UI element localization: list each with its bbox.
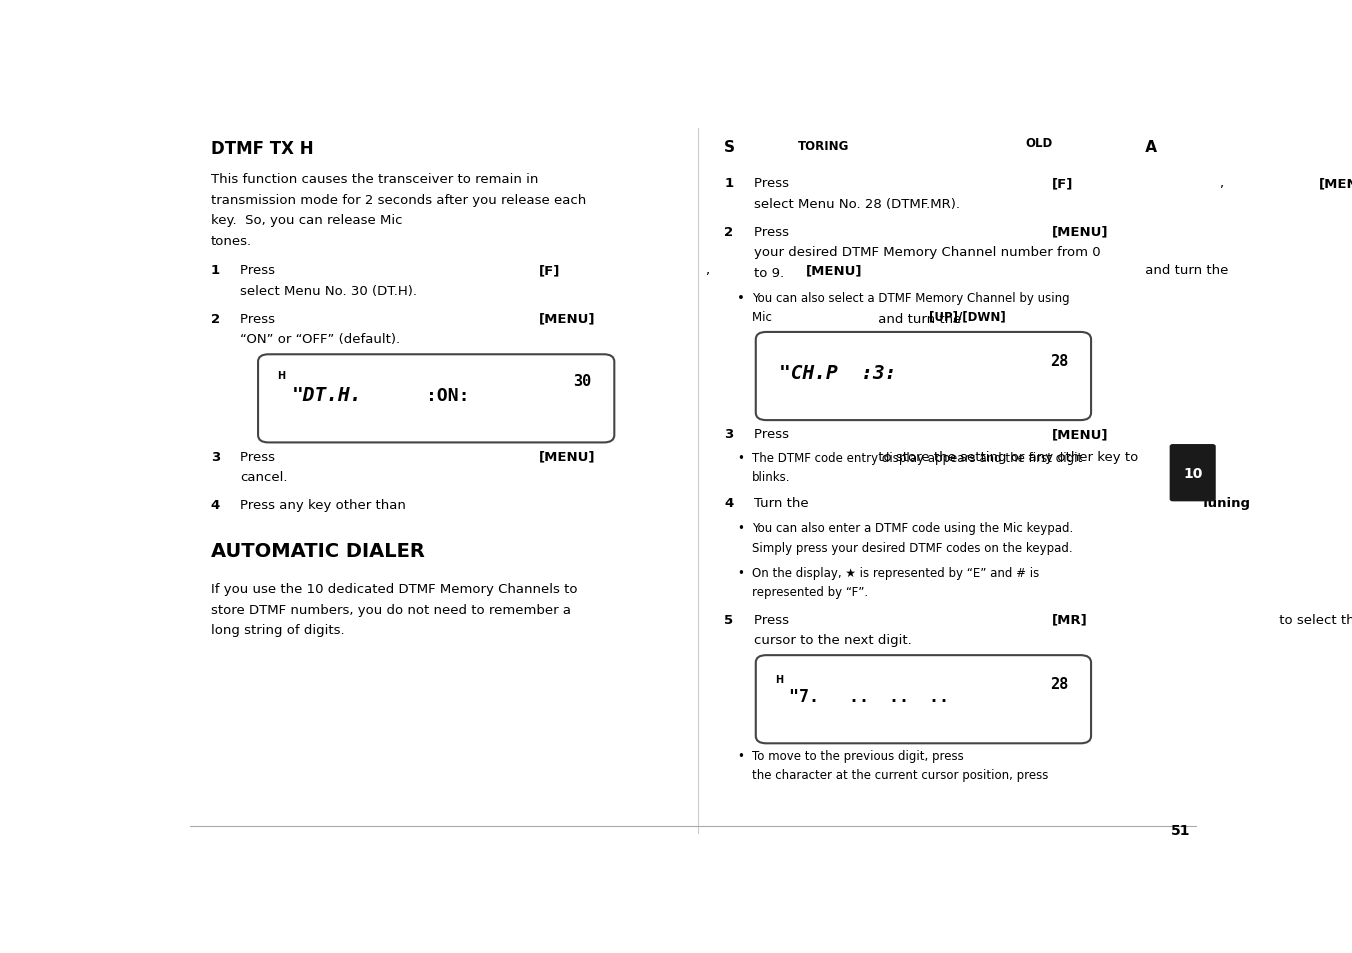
Text: the character at the current cursor position, press: the character at the current cursor posi… bbox=[752, 768, 1052, 781]
Text: OLD: OLD bbox=[1026, 137, 1053, 150]
Text: :ON:: :ON: bbox=[426, 386, 469, 404]
Text: and turn the: and turn the bbox=[873, 313, 965, 325]
Text: 1: 1 bbox=[211, 264, 220, 277]
Text: Press: Press bbox=[753, 177, 792, 190]
Text: The DTMF code entry display appears and the first digit: The DTMF code entry display appears and … bbox=[752, 452, 1082, 464]
Text: 2: 2 bbox=[211, 313, 220, 325]
Text: On the display, ★ is represented by “E” and # is: On the display, ★ is represented by “E” … bbox=[752, 566, 1038, 578]
Text: Press any key other than: Press any key other than bbox=[241, 498, 411, 512]
Text: represented by “F”.: represented by “F”. bbox=[752, 585, 868, 598]
Text: 4: 4 bbox=[725, 497, 734, 510]
Text: cursor to the next digit.: cursor to the next digit. bbox=[753, 634, 911, 646]
Text: To move to the previous digit, press: To move to the previous digit, press bbox=[752, 749, 967, 762]
Text: If you use the 10 dedicated DTMF Memory Channels to: If you use the 10 dedicated DTMF Memory … bbox=[211, 582, 577, 596]
FancyBboxPatch shape bbox=[756, 333, 1091, 420]
Text: blinks.: blinks. bbox=[752, 471, 790, 483]
Text: AUTOMATIC DIALER: AUTOMATIC DIALER bbox=[211, 541, 425, 560]
FancyBboxPatch shape bbox=[1169, 445, 1215, 502]
Text: •: • bbox=[737, 749, 744, 762]
Text: •: • bbox=[737, 292, 745, 305]
Text: [MENU]: [MENU] bbox=[1320, 177, 1352, 190]
Text: 2: 2 bbox=[725, 226, 733, 238]
Text: long string of digits.: long string of digits. bbox=[211, 623, 345, 637]
Text: to 9.: to 9. bbox=[753, 267, 784, 279]
Text: store DTMF numbers, you do not need to remember a: store DTMF numbers, you do not need to r… bbox=[211, 603, 571, 616]
Text: 51: 51 bbox=[1171, 823, 1191, 837]
FancyBboxPatch shape bbox=[756, 656, 1091, 743]
Text: H: H bbox=[277, 371, 285, 381]
Text: key.  So, you can release Mic: key. So, you can release Mic bbox=[211, 214, 407, 227]
Text: "CH.P  :3:: "CH.P :3: bbox=[779, 363, 896, 382]
Text: [UP]/[DWN]: [UP]/[DWN] bbox=[929, 311, 1006, 324]
Text: •: • bbox=[737, 522, 744, 535]
Text: ,: , bbox=[706, 264, 714, 277]
Text: your desired DTMF Memory Channel number from 0: your desired DTMF Memory Channel number … bbox=[753, 246, 1101, 259]
Text: 4: 4 bbox=[211, 498, 220, 512]
Text: Tuning: Tuning bbox=[1201, 497, 1251, 510]
Text: [MENU]: [MENU] bbox=[1052, 226, 1109, 238]
Text: Press: Press bbox=[753, 428, 792, 441]
FancyBboxPatch shape bbox=[258, 355, 614, 443]
Text: tones.: tones. bbox=[211, 234, 251, 248]
Text: select Menu No. 28 (DTMF.MR).: select Menu No. 28 (DTMF.MR). bbox=[753, 197, 960, 211]
Text: [MENU]: [MENU] bbox=[806, 264, 863, 277]
Text: "DT.H.: "DT.H. bbox=[292, 386, 362, 405]
Text: 1: 1 bbox=[725, 177, 733, 190]
Text: and turn the: and turn the bbox=[1141, 264, 1233, 277]
Text: “ON” or “OFF” (default).: “ON” or “OFF” (default). bbox=[241, 333, 400, 346]
Text: Turn the: Turn the bbox=[753, 497, 813, 510]
Text: 28: 28 bbox=[1049, 354, 1068, 368]
Text: •: • bbox=[737, 566, 744, 578]
Text: DTMF TX H: DTMF TX H bbox=[211, 140, 314, 158]
Text: to select the DTMF code and move the: to select the DTMF code and move the bbox=[1275, 613, 1352, 626]
Text: 5: 5 bbox=[725, 613, 733, 626]
Text: Press: Press bbox=[241, 264, 280, 277]
Text: ,: , bbox=[1220, 177, 1228, 190]
Text: [F]: [F] bbox=[1052, 177, 1073, 190]
Text: This function causes the transceiver to remain in: This function causes the transceiver to … bbox=[211, 172, 538, 186]
Text: Press: Press bbox=[753, 226, 792, 238]
Text: to store the setting or any other key to: to store the setting or any other key to bbox=[873, 451, 1138, 463]
Text: 3: 3 bbox=[211, 451, 220, 463]
Text: Simply press your desired DTMF codes on the keypad.: Simply press your desired DTMF codes on … bbox=[752, 541, 1072, 554]
Text: S: S bbox=[725, 140, 735, 155]
Text: H: H bbox=[775, 675, 783, 684]
Text: You can also select a DTMF Memory Channel by using: You can also select a DTMF Memory Channe… bbox=[752, 292, 1069, 305]
Text: transmission mode for 2 seconds after you release each: transmission mode for 2 seconds after yo… bbox=[211, 193, 587, 207]
Text: Press: Press bbox=[241, 313, 280, 325]
Text: 3: 3 bbox=[725, 428, 734, 441]
Text: •: • bbox=[737, 452, 744, 464]
Text: [MENU]: [MENU] bbox=[538, 451, 595, 463]
Text: Press: Press bbox=[753, 613, 792, 626]
Text: 30: 30 bbox=[573, 374, 591, 389]
Text: [MR]: [MR] bbox=[1052, 613, 1087, 626]
Text: Press: Press bbox=[241, 451, 280, 463]
Text: A: A bbox=[1140, 140, 1163, 155]
Text: [F]: [F] bbox=[538, 264, 560, 277]
Text: Mic: Mic bbox=[752, 311, 775, 324]
Text: 10: 10 bbox=[1183, 466, 1202, 480]
Text: select Menu No. 30 (DT.H).: select Menu No. 30 (DT.H). bbox=[241, 284, 418, 297]
Text: 28: 28 bbox=[1049, 676, 1068, 691]
Text: "7.   ..  ..  ..: "7. .. .. .. bbox=[790, 687, 949, 705]
Text: TORING: TORING bbox=[798, 140, 849, 153]
Text: You can also enter a DTMF code using the Mic keypad.: You can also enter a DTMF code using the… bbox=[752, 522, 1073, 535]
Text: [MENU]: [MENU] bbox=[538, 313, 595, 325]
Text: [MENU]: [MENU] bbox=[1052, 428, 1109, 441]
Text: cancel.: cancel. bbox=[241, 471, 288, 484]
